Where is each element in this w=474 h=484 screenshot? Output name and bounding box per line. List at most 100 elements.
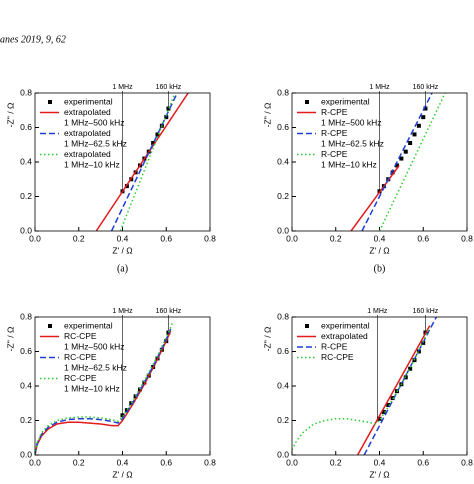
y-axis-label: -Z'' / Ω (5, 327, 15, 352)
plot-frame (291, 316, 468, 456)
legend-label: experimental (64, 320, 113, 330)
data-point (151, 141, 156, 146)
legend-range: 1 MHz–62.5 kHz (64, 362, 127, 372)
data-point (403, 149, 408, 154)
data-point (142, 380, 147, 385)
legend-label: R-CPE (321, 128, 348, 138)
x-tick-label: 0.6 (160, 457, 172, 467)
plot-frame (291, 92, 468, 232)
fit-line (292, 327, 431, 451)
x-axis-label: Z' / Ω (112, 245, 132, 255)
plot-frame (34, 92, 211, 232)
y-tick-label: 0.0 (277, 449, 289, 459)
legend-marker (48, 100, 52, 104)
legend-label: extrapolated (64, 149, 111, 159)
y-tick-label: 0.4 (277, 380, 289, 390)
y-tick-label: 0.6 (20, 346, 32, 356)
legend-label: RC-CPE (64, 373, 97, 383)
x-tick-label: 0.4 (374, 457, 386, 467)
y-tick-label: 0.2 (20, 191, 32, 201)
annotation: 160 kHz (156, 308, 182, 315)
data-point (390, 170, 395, 175)
x-axis-label: Z' / Ω (369, 245, 389, 255)
data-point (408, 366, 413, 371)
data-point (124, 408, 129, 413)
panel-label: (b) (374, 263, 386, 274)
fit-line (35, 328, 172, 455)
y-axis-label: -Z'' / Ω (262, 103, 272, 128)
plot-frame (34, 316, 211, 456)
fit-line (356, 325, 431, 455)
data-point (386, 402, 391, 407)
y-tick-label: 0.0 (277, 225, 289, 235)
x-tick-label: 0.0 (29, 457, 41, 467)
legend-label: RC-CPE (64, 352, 97, 362)
x-tick-label: 0.2 (330, 457, 342, 467)
data-point (423, 106, 428, 111)
legend-label: experimental (64, 96, 113, 106)
y-tick-label: 0.0 (20, 225, 32, 235)
x-axis-label: Z' / Ω (112, 469, 132, 479)
data-point (166, 106, 171, 111)
fit-line (350, 165, 400, 231)
annotation: 160 kHz (413, 308, 439, 315)
x-tick-label: 0.4 (117, 233, 129, 243)
legend-marker (305, 324, 309, 328)
annotation: 1 MHz (112, 84, 133, 91)
legend-marker (305, 100, 309, 104)
y-tick-label: 0.4 (20, 156, 32, 166)
header: anes 2019, 9, 62 (0, 34, 66, 45)
legend-label: R-CPE (321, 149, 348, 159)
annotation: 1 MHz (367, 308, 388, 315)
y-tick-label: 0.6 (277, 346, 289, 356)
panel-label: (a) (117, 263, 128, 274)
fit-line (119, 93, 176, 231)
y-tick-label: 0.8 (20, 311, 32, 321)
y-tick-label: 0.4 (20, 380, 32, 390)
fit-line (35, 321, 174, 455)
data-point (395, 163, 399, 168)
y-axis-label: -Z'' / Ω (5, 103, 15, 128)
legend-range: 1 MHz–500 kHz (64, 341, 124, 351)
x-tick-label: 0.8 (204, 457, 216, 467)
y-tick-label: 0.0 (20, 449, 32, 459)
x-tick-label: 0.8 (461, 457, 473, 467)
data-point (138, 387, 142, 392)
fit-line (378, 93, 446, 231)
x-tick-label: 0.4 (117, 457, 129, 467)
y-tick-label: 0.6 (20, 122, 32, 132)
data-point (408, 141, 413, 146)
data-point (381, 409, 386, 414)
x-tick-label: 0.6 (417, 457, 429, 467)
x-tick-label: 0.2 (330, 233, 342, 243)
legend-label: extrapolated (321, 331, 368, 341)
data-point (155, 132, 160, 137)
legend-label: experimental (321, 96, 370, 106)
legend-range: 1 MHz–10 kHz (64, 383, 120, 393)
x-tick-label: 0.0 (286, 457, 298, 467)
y-tick-label: 0.8 (20, 87, 32, 97)
legend-label: R-CPE (321, 107, 348, 117)
annotation: 1 MHz (369, 84, 390, 91)
y-tick-label: 0.8 (277, 311, 289, 321)
y-tick-label: 0.4 (277, 156, 289, 166)
annotation: 1 MHz (112, 308, 133, 315)
x-axis-label: Z' / Ω (369, 469, 389, 479)
legend-marker (48, 324, 52, 328)
x-tick-label: 0.8 (461, 233, 473, 243)
annotation: 160 kHz (413, 84, 439, 91)
data-point (377, 416, 382, 421)
legend-range: 1 MHz–10 kHz (321, 159, 377, 169)
x-tick-label: 0.6 (417, 233, 429, 243)
data-point (120, 413, 125, 418)
data-point (399, 156, 404, 161)
x-tick-label: 0.0 (29, 233, 41, 243)
legend-range: 1 MHz–500 kHz (64, 117, 124, 127)
data-point (416, 123, 421, 128)
x-tick-label: 0.6 (160, 233, 172, 243)
fit-line (35, 330, 172, 455)
legend-range: 1 MHz–62.5 kHz (64, 138, 127, 148)
x-tick-label: 0.4 (374, 233, 386, 243)
data-point (421, 115, 426, 120)
y-tick-label: 0.2 (20, 415, 32, 425)
